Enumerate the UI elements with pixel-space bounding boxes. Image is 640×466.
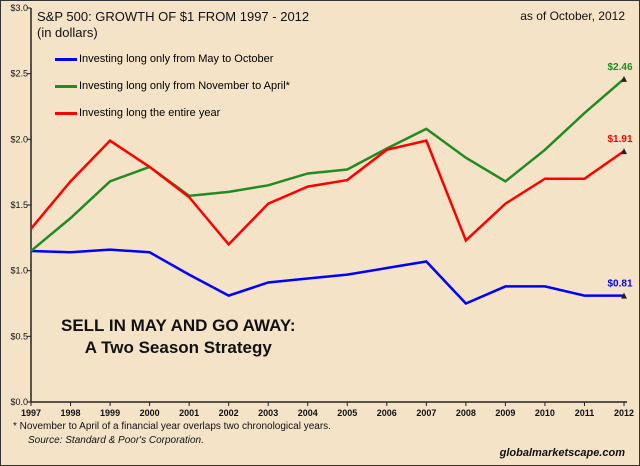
site-credit: globalmarketscape.com	[499, 447, 625, 459]
headline-line-1: SELL IN MAY AND GO AWAY:	[61, 316, 296, 335]
end-data-label-2: $1.91	[607, 134, 632, 145]
end-marker-0	[621, 292, 627, 299]
footnote: * November to April of a financial year …	[13, 421, 331, 432]
x-tick-label: 2010	[535, 408, 555, 418]
legend-item-entire-year: Investing long the entire year	[55, 107, 220, 119]
x-tick-label: 2002	[219, 408, 239, 418]
legend-label: Investing long the entire year	[79, 107, 221, 119]
x-tick-label: 1998	[61, 408, 81, 418]
legend-swatch	[55, 84, 77, 88]
x-tick-label: 2000	[140, 408, 160, 418]
x-tick-label: 2009	[495, 408, 515, 418]
x-tick-label: 2004	[298, 408, 318, 418]
title-text: S&P 500: GROWTH OF $1 FROM 1997 - 2012	[37, 9, 310, 24]
x-tick-label: 2003	[258, 408, 278, 418]
series-line-1	[30, 77, 625, 252]
legend-swatch	[55, 57, 77, 61]
series-line-0	[30, 248, 624, 305]
chart-title: S&P 500: GROWTH OF $1 FROM 1997 - 2012 (…	[37, 9, 309, 41]
x-tick-label: 1999	[100, 408, 120, 418]
x-tick-label: 2001	[179, 408, 199, 418]
y-tick-label: $3.0	[10, 3, 28, 13]
y-tick-label: $0.0	[10, 397, 28, 407]
subtitle-text: (in dollars)	[37, 25, 98, 40]
x-tick-label: 2012	[614, 408, 634, 418]
x-tick-label: 2005	[337, 408, 357, 418]
end-data-label-0: $0.81	[607, 279, 632, 290]
y-tick-label: $2.5	[10, 69, 28, 79]
legend-item-nov-apr: Investing long only from November to Apr…	[55, 80, 290, 92]
legend-label: Investing long only from November to Apr…	[79, 80, 290, 92]
x-tick-label: 1997	[21, 408, 41, 418]
x-tick-label: 2006	[377, 408, 397, 418]
source-note: Source: Standard & Poor's Corporation.	[28, 435, 204, 446]
x-tick-label: 2007	[416, 408, 436, 418]
end-data-label-1: $2.46	[607, 62, 632, 73]
x-tick-label: 2008	[456, 408, 476, 418]
y-tick-label: $2.0	[10, 134, 28, 144]
headline: SELL IN MAY AND GO AWAY: A Two Season St…	[61, 315, 296, 359]
x-tick-label: 2011	[575, 408, 595, 418]
legend-swatch	[55, 111, 77, 115]
y-tick-label: $1.5	[10, 200, 28, 210]
legend-item-may-oct: Investing long only from May to October	[55, 53, 273, 65]
as-of-date: as of October, 2012	[520, 9, 625, 23]
y-tick-label: $1.0	[10, 266, 28, 276]
legend-label: Investing long only from May to October	[79, 53, 274, 65]
end-marker-1	[621, 75, 627, 82]
headline-line-2: A Two Season Strategy	[84, 338, 272, 357]
end-marker-2	[621, 148, 627, 155]
series-line-2	[30, 139, 625, 247]
y-tick-label: $0.5	[10, 331, 28, 341]
